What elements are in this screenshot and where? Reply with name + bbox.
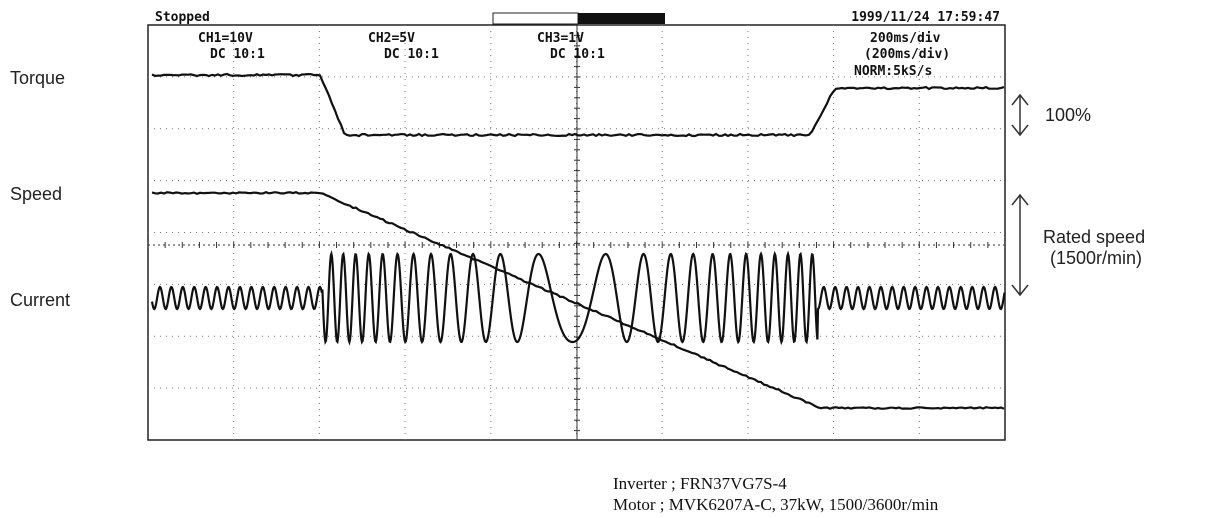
scale-arrows bbox=[1012, 95, 1028, 295]
record-bar bbox=[493, 13, 578, 24]
timestamp: 1999/11/24 17:59:47 bbox=[851, 10, 1000, 25]
footer-note: Inverter ; FRN37VG7S-4 bbox=[613, 474, 787, 493]
status: Stopped bbox=[155, 10, 210, 25]
ch-scale: CH3=1V bbox=[537, 31, 584, 46]
ch-coupling: DC 10:1 bbox=[210, 47, 265, 62]
footer-note: Motor ; MVK6207A-C, 37kW, 1500/3600r/min bbox=[613, 495, 939, 514]
trace-label: Torque bbox=[10, 68, 65, 88]
ch-scale: CH2=5V bbox=[368, 31, 415, 46]
trace-label: Speed bbox=[10, 184, 62, 204]
ch-coupling: DC 10:1 bbox=[384, 47, 439, 62]
annotation: 100% bbox=[1045, 105, 1091, 125]
scope-figure: Stopped 1999/11/24 17:59:47 CH1=10V DC 1… bbox=[0, 0, 1212, 518]
ch-scale: CH1=10V bbox=[198, 31, 253, 46]
ch-coupling: DC 10:1 bbox=[550, 47, 605, 62]
annotation: Rated speed bbox=[1043, 227, 1145, 247]
trace-label: Current bbox=[10, 290, 70, 310]
timebase: (200ms/div) bbox=[864, 47, 950, 62]
record-bar-fill bbox=[578, 13, 665, 24]
timebase: NORM:5kS/s bbox=[854, 64, 932, 79]
timebase: 200ms/div bbox=[870, 31, 941, 46]
annotation: (1500r/min) bbox=[1050, 248, 1142, 268]
page: {"header": {"status": "Stopped", "timest… bbox=[0, 0, 1212, 518]
